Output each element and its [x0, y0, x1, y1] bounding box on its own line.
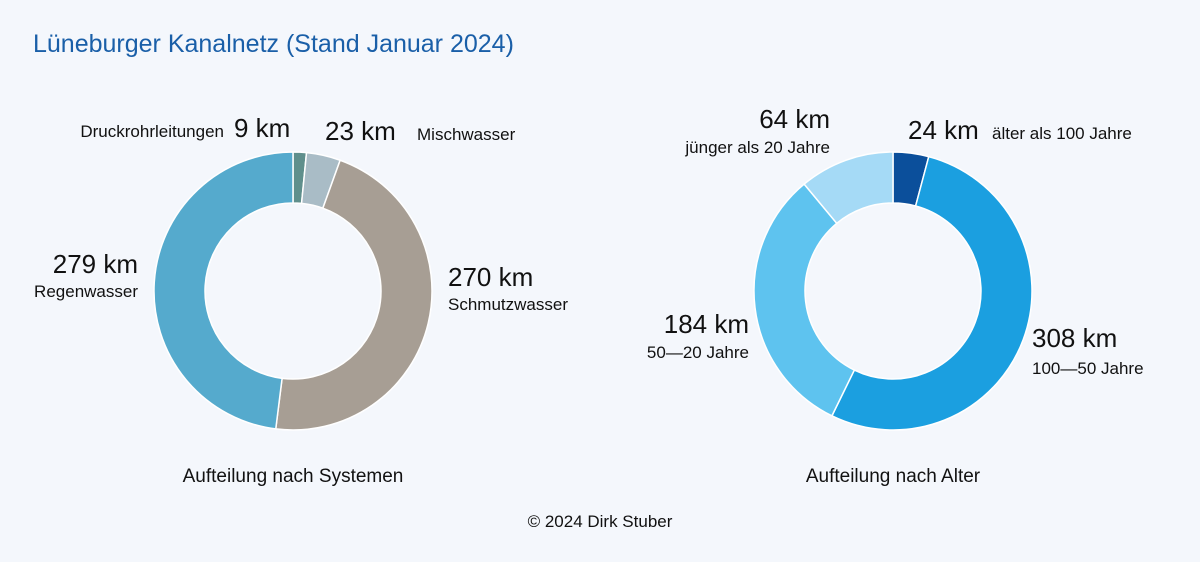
slice-label-druckrohrleitungen: Druckrohrleitungen: [80, 122, 224, 141]
slice-regenwasser: [153, 151, 294, 430]
slice-schmutzwasser: [274, 159, 433, 431]
slice-label-aelter-100: älter als 100 Jahre: [992, 124, 1132, 143]
slice-label-regenwasser: Regenwasser: [34, 282, 138, 301]
value-label-druckrohrleitungen: 9 km: [234, 113, 290, 143]
slice-label-schmutzwasser: Schmutzwasser: [448, 295, 568, 314]
value-label-mischwasser: 23 km: [325, 116, 396, 146]
slice-label-juenger-20: jünger als 20 Jahre: [684, 138, 830, 157]
value-label-aelter-100: 24 km: [908, 115, 979, 145]
copyright: © 2024 Dirk Stuber: [527, 512, 673, 531]
slice-juenger-als-20-jahre: [803, 151, 894, 225]
caption-systems: Aufteilung nach Systemen: [183, 466, 404, 487]
value-label-100-50: 308 km: [1032, 323, 1117, 353]
value-label-schmutzwasser: 270 km: [448, 262, 533, 292]
slice-label-mischwasser: Mischwasser: [417, 125, 516, 144]
caption-age: Aufteilung nach Alter: [806, 466, 981, 487]
slice-label-50-20: 50—20 Jahre: [647, 343, 749, 362]
slice-50-20-jahre: [753, 183, 856, 417]
value-label-juenger-20: 64 km: [759, 104, 830, 134]
donut-age: [753, 151, 1033, 431]
value-label-regenwasser: 279 km: [53, 249, 138, 279]
value-label-50-20: 184 km: [664, 309, 749, 339]
page-title: Lüneburger Kanalnetz (Stand Januar 2024): [33, 30, 514, 58]
slice-100-50-jahre: [830, 155, 1033, 431]
slice-label-100-50: 100—50 Jahre: [1032, 359, 1144, 378]
donut-systems: [153, 151, 433, 431]
